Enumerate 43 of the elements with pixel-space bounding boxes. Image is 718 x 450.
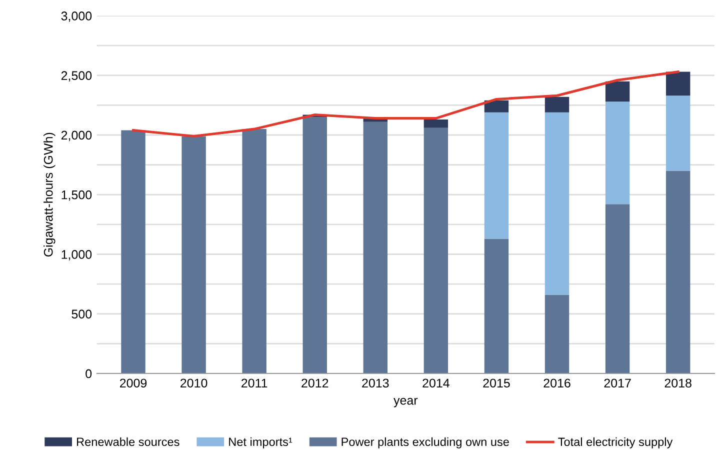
- bar: [424, 120, 448, 128]
- x-axis-title: year: [394, 398, 418, 408]
- y-tick-label: 2,000: [61, 130, 92, 142]
- bar: [605, 204, 630, 374]
- x-tick-label: 2018: [664, 378, 692, 388]
- bar: [484, 112, 509, 239]
- x-tick-label: 2017: [604, 378, 631, 388]
- legend-label: Net imports¹: [229, 437, 292, 448]
- y-tick-label: 3,000: [61, 12, 92, 22]
- bar: [544, 112, 570, 295]
- bar: [666, 170, 690, 374]
- y-axis-title: Gigawatt-hours (GWh): [44, 132, 56, 257]
- y-tick-label: 500: [72, 310, 92, 319]
- bar: [182, 136, 206, 374]
- bar: [363, 122, 388, 374]
- x-tick-label: 2016: [544, 378, 570, 388]
- bar: [605, 102, 630, 204]
- x-tick-label: 2015: [483, 378, 510, 388]
- bar: [424, 128, 448, 374]
- bar: [121, 130, 146, 374]
- bar: [544, 96, 570, 112]
- y-tick-label: 1,000: [62, 250, 92, 260]
- y-tick-label: 0: [86, 369, 92, 378]
- bar: [242, 129, 266, 374]
- y-tick-label: 2,500: [61, 71, 92, 82]
- bar: [666, 72, 690, 96]
- x-tick-label: 2009: [120, 378, 147, 388]
- x-tick-label: 2012: [302, 378, 328, 388]
- bar: [544, 294, 570, 374]
- legend-label: Total electricity supply: [558, 437, 673, 448]
- bar: [605, 81, 630, 102]
- x-tick-label: 2011: [242, 378, 268, 388]
- x-tick-label: 2013: [362, 378, 389, 388]
- bar: [484, 100, 509, 112]
- line-series: [132, 70, 680, 138]
- bar: [302, 117, 327, 374]
- x-tick-label: 2010: [180, 378, 208, 388]
- bar: [484, 238, 509, 374]
- legend-label: Renewable sources: [77, 437, 180, 446]
- legend-label: Power plants excluding own use: [342, 437, 509, 448]
- y-tick-label: 1,500: [62, 190, 92, 201]
- bar: [666, 96, 690, 171]
- x-tick-label: 2014: [422, 378, 450, 388]
